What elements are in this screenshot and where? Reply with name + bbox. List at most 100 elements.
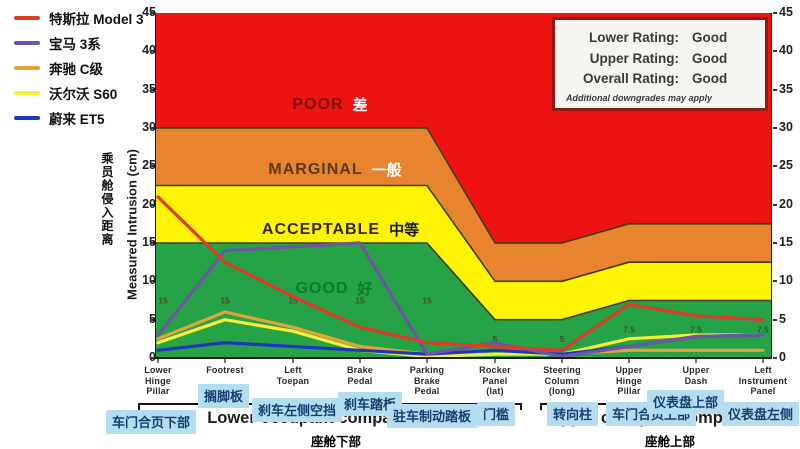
legend-label-volvo-s60: 沃尔沃 S60 (49, 86, 118, 102)
threshold-label-3: 15 (355, 296, 365, 306)
series-line-volvo-s60 (156, 318, 765, 359)
translation-overlay-9: 仪表盘左侧 (722, 402, 800, 426)
series-line-tesla-model-3 (156, 195, 765, 352)
zone-boundary-2 (155, 242, 772, 321)
y-tick-right-15: 15 (779, 235, 793, 249)
threshold-label-4: 15 (422, 296, 432, 306)
x-category-label-3: Brake Pedal (346, 365, 374, 386)
x-category-label-0: Lower Hinge Pillar (144, 365, 172, 396)
y-tick-left-45: 45 (126, 5, 156, 20)
zone-boundary-0 (155, 127, 772, 244)
legend-item-volvo-s60: 沃尔沃 S60 (14, 80, 144, 105)
y-tick-mark-right (773, 127, 777, 129)
y-tick-left-30: 30 (126, 120, 156, 135)
translation-overlay-0: 车门合页下部 (106, 410, 197, 434)
legend-swatch-mercedes-c-class (14, 65, 40, 70)
x-category-label-9: Left Instrument Panel (738, 365, 788, 396)
threshold-label-7: 7.5 (623, 324, 635, 334)
y-tick-mark-left (150, 318, 154, 321)
y-axis-title-chinese: 乘员舱侵入距离 (100, 152, 114, 247)
lower-rating-value: Good (692, 30, 728, 45)
lower-compartment-label-chinese: 座舱下部 (310, 435, 361, 449)
legend-item-tesla-model-3: 特斯拉 Model 3 (14, 5, 144, 30)
y-tick-left-15: 15 (126, 235, 156, 250)
threshold-label-2: 15 (288, 296, 298, 306)
y-tick-left-10: 10 (126, 273, 156, 288)
y-tick-mark-right (773, 357, 777, 359)
y-tick-left-20: 20 (126, 197, 156, 212)
legend-swatch-bmw-3-series (14, 40, 40, 45)
zone-good-zh: 好 (357, 281, 373, 298)
legend-label-tesla-model-3: 特斯拉 Model 3 (49, 11, 144, 27)
y-tick-right-5: 5 (779, 311, 786, 326)
overall-rating-row: Overall Rating: Good (563, 69, 757, 90)
zone-poor-zh: 差 (352, 97, 368, 114)
y-tick-right-40: 40 (779, 43, 793, 58)
legend-label-nio-et5: 蔚来 ET5 (49, 111, 105, 127)
y-tick-left-40: 40 (126, 43, 156, 58)
rating-note: Additional downgrades may apply (566, 92, 713, 103)
upper-rating-value: Good (692, 50, 728, 66)
threshold-label-9: 7.5 (757, 324, 769, 334)
legend-swatch-volvo-s60 (14, 90, 40, 95)
zone-marginal-en: MARGINAL (268, 160, 363, 178)
x-category-label-2: Left Toepan (276, 365, 310, 386)
y-tick-mark-left (150, 127, 154, 129)
rating-summary-box: Lower Rating: Good Upper Rating: Good Ov… (552, 17, 768, 111)
threshold-label-5: 5 (493, 334, 498, 344)
y-tick-mark-right (773, 203, 777, 206)
y-tick-mark-left (150, 165, 154, 168)
y-tick-mark-left (150, 242, 154, 244)
translation-overlay-8: 仪表盘上部 (647, 390, 725, 414)
threshold-label-6: 5 (560, 334, 565, 344)
overall-rating-label: Overall Rating: (582, 71, 679, 86)
translation-overlay-4: 驻车制动踏板 (387, 404, 478, 428)
x-category-label-5: Rocker Panel (lat) (479, 365, 511, 396)
y-tick-mark-right (773, 88, 777, 91)
y-tick-right-45: 45 (779, 5, 793, 19)
threshold-label-0: 15 (158, 296, 168, 306)
legend-item-mercedes-c-class: 奔驰 C级 (14, 55, 144, 80)
zone-acceptable-en: ACCEPTABLE (261, 220, 381, 238)
y-axis-title: Measured Intrusion (cm) (124, 149, 140, 300)
zone-label-acceptable: ACCEPTABLE 中等 (238, 219, 443, 240)
translation-overlay-6: 转向柱 (547, 402, 599, 426)
zone-acceptable-zh: 中等 (389, 222, 420, 239)
x-category-label-4: Parking Brake Pedal (409, 365, 445, 396)
y-tick-right-20: 20 (779, 196, 793, 211)
zone-good-en: GOOD (295, 279, 349, 297)
zone-label-good: GOOD 好 (264, 278, 404, 299)
y-tick-mark-right (773, 165, 777, 168)
legend-label-bmw-3-series: 宝马 3系 (49, 36, 101, 52)
lower-rating-row: Lower Rating: Good (563, 28, 757, 49)
threshold-label-1: 15 (220, 296, 230, 306)
legend-label-mercedes-c-class: 奔驰 C级 (49, 61, 103, 77)
translation-overlay-5: 门槛 (477, 402, 516, 426)
zone-band-good (155, 243, 772, 358)
y-tick-right-30: 30 (779, 120, 793, 134)
y-tick-mark-right (773, 280, 777, 283)
upper-rating-row: Upper Rating: Good (563, 49, 757, 70)
y-tick-mark-right (773, 242, 777, 244)
y-tick-mark-right (773, 318, 777, 321)
legend-item-nio-et5: 蔚来 ET5 (14, 105, 144, 130)
y-tick-mark-right (773, 50, 777, 53)
x-category-label-6: Steering Column (long) (543, 365, 581, 396)
upper-rating-label: Upper Rating: (589, 50, 679, 66)
overall-rating-value: Good (692, 71, 728, 86)
y-tick-mark-left (150, 357, 154, 359)
y-tick-left-35: 35 (126, 82, 156, 97)
y-tick-right-25: 25 (779, 158, 793, 173)
zone-marginal-zh: 一般 (371, 162, 402, 179)
legend-item-bmw-3-series: 宝马 3系 (14, 30, 144, 55)
y-tick-mark-left (150, 12, 154, 14)
zone-label-poor: POOR 差 (255, 94, 405, 115)
x-category-label-1: Footrest (206, 365, 244, 375)
legend-swatch-tesla-model-3 (14, 15, 40, 20)
y-tick-right-10: 10 (779, 273, 793, 288)
zone-boundary-1 (155, 184, 772, 283)
threshold-label-8: 7.5 (690, 324, 702, 334)
x-category-label-8: Upper Dash (682, 365, 710, 386)
lower-rating-label: Lower Rating: (589, 30, 679, 45)
